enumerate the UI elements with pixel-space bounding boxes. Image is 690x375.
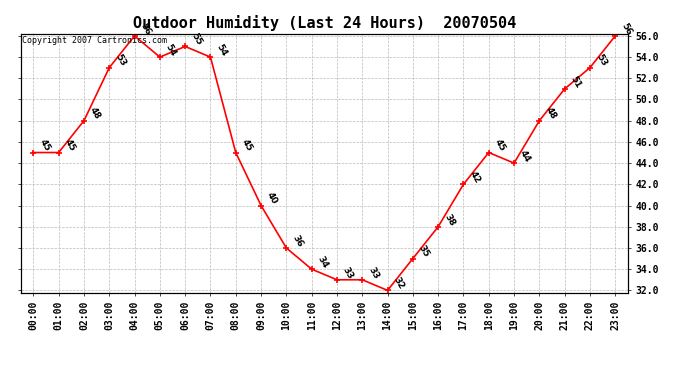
Text: 35: 35 <box>417 244 431 259</box>
Text: 51: 51 <box>569 74 583 90</box>
Text: 48: 48 <box>544 106 558 122</box>
Text: 45: 45 <box>37 138 52 153</box>
Text: 48: 48 <box>88 106 102 122</box>
Text: 42: 42 <box>468 170 482 185</box>
Text: 45: 45 <box>63 138 77 153</box>
Text: 38: 38 <box>442 212 456 227</box>
Text: 53: 53 <box>594 53 608 68</box>
Text: 56: 56 <box>620 21 633 36</box>
Text: 34: 34 <box>316 254 330 270</box>
Text: 33: 33 <box>341 265 355 280</box>
Text: Copyright 2007 Cartronics.com: Copyright 2007 Cartronics.com <box>22 36 167 45</box>
Text: 36: 36 <box>290 233 304 249</box>
Text: 45: 45 <box>240 138 254 153</box>
Text: 44: 44 <box>518 148 533 164</box>
Text: 53: 53 <box>113 53 128 68</box>
Title: Outdoor Humidity (Last 24 Hours)  20070504: Outdoor Humidity (Last 24 Hours) 2007050… <box>132 15 516 31</box>
Text: 54: 54 <box>215 42 228 58</box>
Text: 56: 56 <box>139 21 152 36</box>
Text: 54: 54 <box>164 42 178 58</box>
Text: 40: 40 <box>265 191 279 206</box>
Text: 45: 45 <box>493 138 507 153</box>
Text: 32: 32 <box>392 276 406 291</box>
Text: 55: 55 <box>189 32 204 47</box>
Text: 33: 33 <box>366 265 380 280</box>
